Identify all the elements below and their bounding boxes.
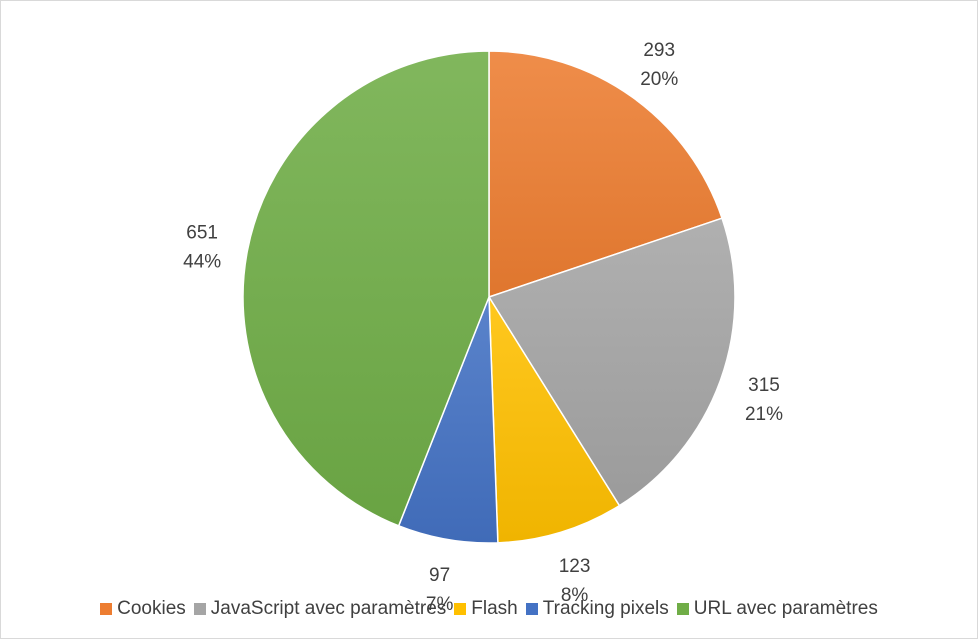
legend-label-cookies: Cookies bbox=[117, 598, 186, 619]
data-label-value-url-avec-parametres: 651 bbox=[186, 222, 218, 243]
legend-item-cookies: Cookies bbox=[100, 598, 186, 620]
data-label-value-tracking-pixels: 97 bbox=[429, 565, 450, 586]
data-label-percent-cookies: 20% bbox=[640, 69, 678, 90]
slice-url-avec-parametres bbox=[242, 50, 490, 527]
legend-swatch-javascript-avec-parametres bbox=[193, 603, 206, 615]
data-label-value-flash: 123 bbox=[559, 556, 591, 577]
legend-swatch-url-avec-parametres bbox=[676, 603, 689, 615]
slice-flash bbox=[488, 294, 621, 544]
data-label-percent-javascript-avec-parametres: 21% bbox=[745, 404, 783, 425]
pie-slices bbox=[242, 50, 736, 544]
data-label-value-cookies: 293 bbox=[643, 40, 675, 61]
slice-javascript-avec-parametres bbox=[487, 217, 736, 507]
data-label-percent-flash: 8% bbox=[561, 585, 589, 606]
legend-swatch-tracking-pixels bbox=[525, 603, 538, 615]
legend-item-javascript-avec-parametres: JavaScript avec paramètres bbox=[193, 598, 447, 620]
data-label-percent-url-avec-parametres: 44% bbox=[183, 251, 221, 272]
data-label-percent-tracking-pixels: 7% bbox=[426, 594, 454, 615]
legend-label-javascript-avec-parametres: JavaScript avec paramètres bbox=[210, 598, 447, 619]
slice-cookies bbox=[488, 50, 723, 299]
legend-item-flash: Flash bbox=[454, 598, 518, 620]
data-labels: 293 20% 315 21% 123 8% 97 7% 651 44% bbox=[183, 40, 783, 615]
legend: Cookies JavaScript avec paramètres Flash Tr… bbox=[1, 598, 977, 620]
legend-item-tracking-pixels: Tracking pixels bbox=[525, 598, 669, 620]
legend-swatch-cookies bbox=[100, 603, 113, 615]
legend-label-tracking-pixels: Tracking pixels bbox=[542, 598, 669, 619]
legend-swatch-flash bbox=[454, 603, 467, 615]
legend-item-url-avec-parametres: URL avec paramètres bbox=[676, 598, 878, 620]
legend-label-flash: Flash bbox=[471, 598, 518, 619]
legend-label-url-avec-parametres: URL avec paramètres bbox=[693, 598, 878, 619]
data-label-value-javascript-avec-parametres: 315 bbox=[748, 375, 780, 396]
